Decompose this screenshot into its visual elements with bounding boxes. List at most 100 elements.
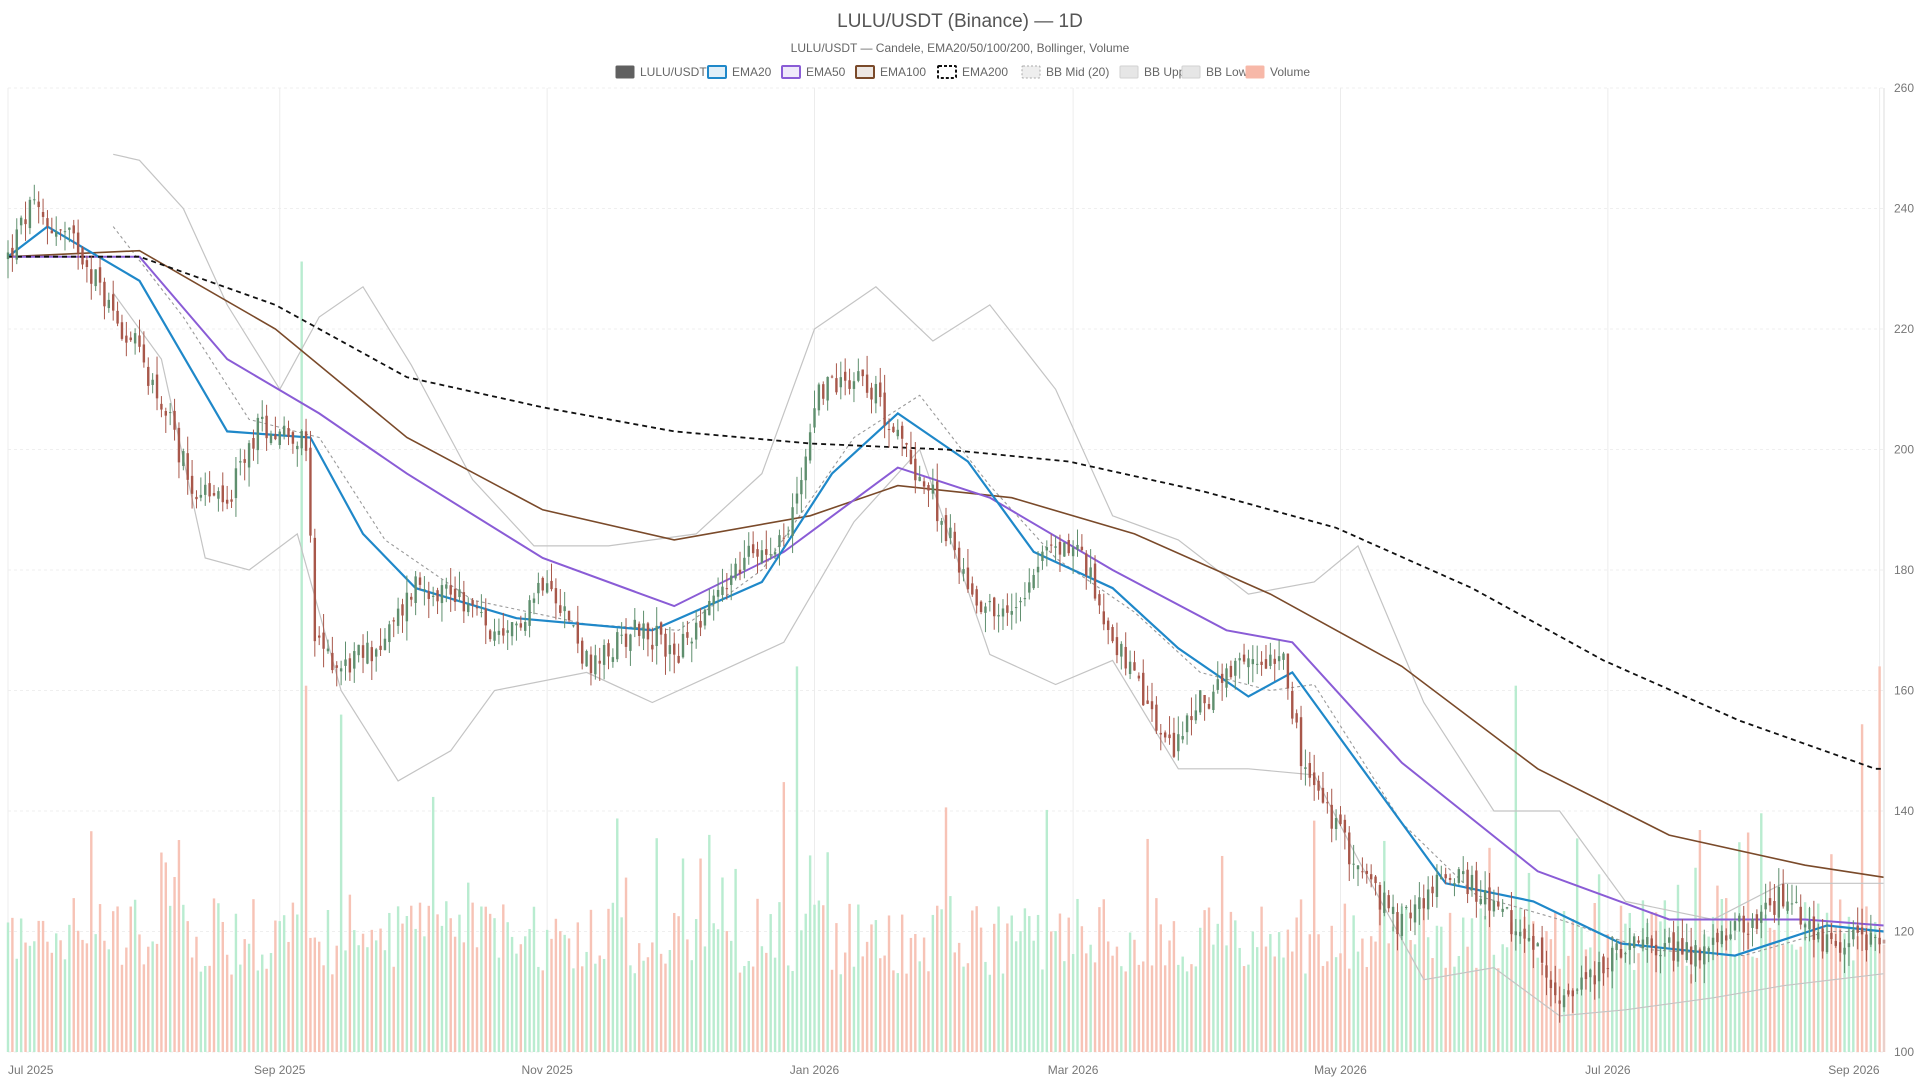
volume-bar xyxy=(239,964,242,1052)
volume-bar xyxy=(1685,965,1688,1052)
volume-bar xyxy=(318,941,321,1052)
volume-bar xyxy=(1505,947,1509,1052)
legend-swatch xyxy=(1119,65,1139,79)
candle-body xyxy=(41,211,45,217)
legend-label: EMA100 xyxy=(880,65,926,79)
volume-bar xyxy=(1212,944,1215,1052)
volume-bar xyxy=(1435,925,1439,1052)
candle-body xyxy=(6,252,10,260)
candle-body xyxy=(909,449,913,464)
legend-item-ema200[interactable]: EMA200 xyxy=(937,65,1008,79)
candle-body xyxy=(677,655,680,663)
candle-body xyxy=(1492,900,1496,912)
volume-bar xyxy=(1334,957,1338,1052)
volume-bar xyxy=(1523,916,1526,1052)
candle-body xyxy=(1694,945,1697,967)
candle-body xyxy=(1549,979,1553,989)
candle-body xyxy=(1812,916,1816,940)
volume-bar xyxy=(1878,666,1881,1052)
volume-bar xyxy=(804,913,807,1052)
candle-body xyxy=(659,622,663,635)
volume-bar xyxy=(541,970,544,1052)
candle-body xyxy=(1738,915,1741,922)
volume-bar xyxy=(905,973,908,1052)
volume-bar xyxy=(1400,906,1404,1052)
candle-body xyxy=(234,468,238,499)
volume-bar xyxy=(261,954,264,1052)
volume-bar xyxy=(673,912,676,1052)
candle-body xyxy=(155,374,159,399)
volume-bar xyxy=(33,941,36,1052)
volume-bar xyxy=(703,946,707,1052)
volume-bar xyxy=(282,915,286,1052)
candle-body xyxy=(370,647,374,662)
candle-body xyxy=(1584,972,1588,980)
candle-body xyxy=(1330,804,1333,829)
candle-body xyxy=(484,608,487,626)
candle-body xyxy=(1571,990,1574,997)
candle-body xyxy=(1852,929,1855,940)
candle-body xyxy=(1207,704,1211,709)
volume-bar xyxy=(637,943,641,1052)
candle-body xyxy=(927,485,930,491)
volume-bar xyxy=(1874,921,1877,1052)
volume-bar xyxy=(1413,944,1417,1052)
candle-body xyxy=(129,337,132,341)
volume-bar xyxy=(388,912,391,1052)
candle-body xyxy=(221,485,224,503)
volume-bar xyxy=(712,923,715,1052)
chart-title: LULU/USDT (Binance) — 1D xyxy=(837,11,1083,32)
volume-bar xyxy=(1532,921,1535,1052)
candle-body xyxy=(37,201,40,208)
volume-bar xyxy=(1102,899,1105,1052)
legend-item-ema20[interactable]: EMA20 xyxy=(707,65,772,79)
volume-bar xyxy=(1348,968,1351,1052)
volume-bar xyxy=(984,961,987,1052)
candle-body xyxy=(1457,869,1461,883)
candles xyxy=(6,184,1886,1023)
candle-body xyxy=(133,333,137,344)
volume-bar xyxy=(519,944,523,1052)
volume-bar xyxy=(1812,925,1816,1052)
candle-body xyxy=(287,428,290,437)
volume-bar xyxy=(392,966,395,1052)
legend-item-bb-lower[interactable]: BB Lower xyxy=(1181,65,1258,79)
candle-body xyxy=(1606,968,1610,970)
volume-bar xyxy=(1361,938,1364,1052)
volume-bar xyxy=(1703,934,1706,1052)
volume-bar xyxy=(1602,957,1605,1052)
candle-body xyxy=(313,537,317,642)
candle-body xyxy=(63,231,67,233)
candle-body xyxy=(1808,920,1811,930)
volume-bar xyxy=(506,922,509,1052)
legend-item-bb-mid-20[interactable]: BB Mid (20) xyxy=(1021,65,1109,79)
y-tick-label: 140 xyxy=(1894,804,1914,818)
legend-item-volume[interactable]: Volume xyxy=(1245,65,1310,79)
volume-bar xyxy=(1698,830,1702,1052)
volume-bar xyxy=(331,974,334,1052)
volume-bar xyxy=(1295,917,1298,1052)
volume-bar xyxy=(927,971,930,1052)
x-tick-label: Sep 2026 xyxy=(1828,1063,1880,1077)
volume-bar xyxy=(1049,931,1053,1052)
volume-bar xyxy=(50,952,54,1052)
candle-body xyxy=(510,622,514,637)
candle-body xyxy=(414,576,417,603)
legend-item-ema50[interactable]: EMA50 xyxy=(781,65,846,79)
volume-bar xyxy=(217,903,220,1052)
volume-bar xyxy=(1615,953,1618,1052)
volume-bar xyxy=(168,905,172,1052)
x-tick-label: Sep 2025 xyxy=(254,1063,306,1077)
legend-item-ema100[interactable]: EMA100 xyxy=(855,65,926,79)
candle-body xyxy=(1343,819,1347,833)
volume-bar xyxy=(1716,885,1719,1052)
legend-item-lulu-usdt[interactable]: LULU/USDT xyxy=(615,65,707,79)
volume-bar xyxy=(313,937,317,1052)
volume-bar xyxy=(1825,912,1829,1052)
volume-bar xyxy=(1159,924,1162,1052)
candle-body xyxy=(195,496,198,500)
volume-bar xyxy=(142,964,146,1052)
candle-body xyxy=(791,507,794,537)
volume-bar xyxy=(576,922,580,1052)
volume-bar xyxy=(111,911,115,1052)
